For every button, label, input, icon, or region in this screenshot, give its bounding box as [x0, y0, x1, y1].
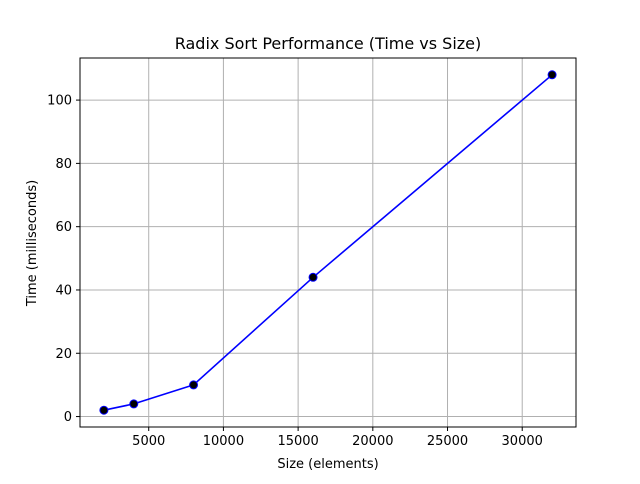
x-tick-label: 25000	[427, 434, 468, 449]
x-axis-ticks: 5000 10000 15000 20000 25000 30000	[132, 427, 543, 449]
data-point	[308, 272, 318, 282]
y-tick-label: 80	[55, 157, 72, 172]
x-tick-label: 15000	[277, 434, 318, 449]
y-axis-label: Time (milliseconds)	[25, 180, 40, 307]
x-tick-label: 5000	[132, 434, 165, 449]
y-tick-label: 40	[55, 283, 72, 298]
x-tick-label: 10000	[203, 434, 244, 449]
x-axis-label: Size (elements)	[277, 457, 378, 472]
y-tick-label: 20	[55, 347, 72, 362]
data-point	[189, 380, 199, 390]
y-tick-label: 100	[47, 94, 72, 109]
y-tick-label: 60	[55, 220, 72, 235]
x-tick-label: 20000	[352, 434, 393, 449]
x-tick-label: 30000	[502, 434, 543, 449]
data-point	[129, 399, 139, 409]
grid	[80, 58, 576, 427]
plot-frame	[79, 57, 577, 428]
data-point	[547, 70, 557, 80]
chart-title: Radix Sort Performance (Time vs Size)	[175, 34, 482, 53]
y-tick-label: 0	[64, 410, 72, 425]
series-layer	[99, 70, 557, 415]
data-point	[99, 405, 109, 415]
y-axis-ticks: 0 20 40 60 80 100	[47, 94, 80, 425]
